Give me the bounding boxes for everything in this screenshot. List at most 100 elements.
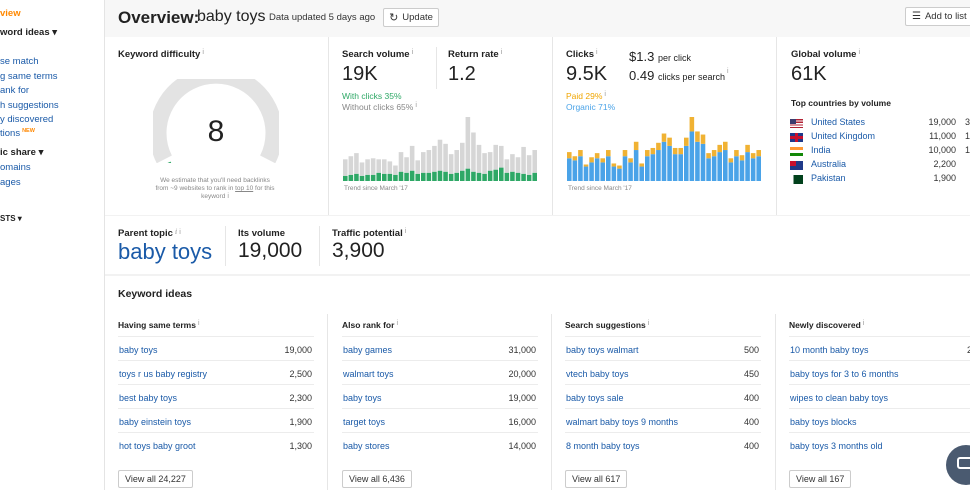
sidebar-head-keyword-ideas[interactable]: word ideas ▾	[0, 27, 57, 38]
volume-upper-bar[interactable]	[465, 117, 471, 169]
volume-upper-bar[interactable]	[421, 152, 426, 173]
keyword-link[interactable]: target toys	[343, 417, 386, 427]
sidebar-item-questions[interactable]: tions NEW	[0, 128, 35, 139]
clicks-lower-bar[interactable]	[572, 160, 578, 181]
keyword-link[interactable]: toys r us baby registry	[119, 369, 208, 379]
volume-upper-bar[interactable]	[415, 160, 420, 174]
clicks-upper-bar[interactable]	[661, 133, 667, 142]
keyword-link[interactable]: 8 month baby toys	[566, 441, 640, 451]
clicks-upper-bar[interactable]	[650, 147, 656, 155]
add-to-list-button[interactable]: ☰ Add to list	[905, 7, 970, 26]
volume-upper-bar[interactable]	[398, 152, 404, 172]
volume-upper-bar[interactable]	[387, 161, 393, 174]
volume-lower-bar[interactable]	[387, 173, 393, 181]
info-icon[interactable]: i	[404, 228, 407, 235]
volume-upper-bar[interactable]	[376, 159, 381, 173]
clicks-upper-bar[interactable]	[567, 152, 572, 159]
volume-lower-bar[interactable]	[482, 173, 487, 181]
clicks-upper-bar[interactable]	[723, 141, 728, 151]
clicks-lower-bar[interactable]	[728, 162, 734, 181]
volume-upper-bar[interactable]	[370, 158, 376, 175]
country-name[interactable]: United Kingdom	[811, 131, 876, 141]
clicks-upper-bar[interactable]	[706, 153, 711, 159]
view-all-button[interactable]: View all 617	[565, 470, 628, 488]
clicks-lower-bar[interactable]	[633, 150, 639, 181]
view-all-button[interactable]: View all 6,436	[342, 470, 412, 488]
clicks-lower-bar[interactable]	[600, 162, 605, 181]
volume-upper-bar[interactable]	[504, 159, 510, 173]
volume-lower-bar[interactable]	[404, 172, 409, 181]
clicks-upper-bar[interactable]	[622, 150, 628, 157]
clicks-lower-bar[interactable]	[717, 152, 722, 181]
clicks-lower-bar[interactable]	[695, 141, 700, 181]
keyword-link[interactable]: vtech baby toys	[566, 369, 629, 379]
view-all-button[interactable]: View all 167	[789, 470, 852, 488]
clicks-upper-bar[interactable]	[717, 144, 722, 153]
clicks-lower-bar[interactable]	[645, 156, 650, 181]
volume-lower-bar[interactable]	[487, 170, 493, 181]
clicks-upper-bar[interactable]	[645, 150, 650, 157]
sidebar-item-same-terms[interactable]: g same terms	[0, 71, 58, 82]
volume-lower-bar[interactable]	[448, 173, 454, 181]
clicks-lower-bar[interactable]	[606, 156, 611, 181]
volume-lower-bar[interactable]	[443, 171, 448, 181]
volume-upper-bar[interactable]	[460, 142, 465, 171]
keyword-link[interactable]: baby toys for 3 to 6 months	[790, 369, 899, 379]
sidebar-item-phrase-match[interactable]: se match	[0, 56, 39, 67]
volume-lower-bar[interactable]	[471, 171, 476, 181]
volume-lower-bar[interactable]	[526, 174, 532, 181]
volume-lower-bar[interactable]	[426, 172, 432, 181]
clicks-lower-bar[interactable]	[611, 166, 617, 181]
clicks-lower-bar[interactable]	[583, 166, 589, 181]
info-icon[interactable]: i	[500, 49, 503, 56]
clicks-upper-bar[interactable]	[617, 165, 622, 169]
volume-upper-bar[interactable]	[532, 150, 537, 173]
clicks-lower-bar[interactable]	[734, 156, 739, 181]
clicks-upper-bar[interactable]	[633, 141, 639, 151]
info-icon[interactable]: i	[227, 193, 229, 200]
keyword-link[interactable]: baby toys	[119, 345, 158, 355]
volume-upper-bar[interactable]	[348, 156, 354, 175]
volume-lower-bar[interactable]	[421, 172, 426, 181]
volume-upper-bar[interactable]	[493, 144, 498, 170]
volume-upper-bar[interactable]	[426, 150, 432, 173]
keyword-link[interactable]: baby games	[343, 345, 393, 355]
clicks-lower-bar[interactable]	[672, 154, 678, 181]
volume-upper-bar[interactable]	[515, 157, 521, 173]
clicks-upper-bar[interactable]	[678, 147, 683, 155]
volume-lower-bar[interactable]	[365, 174, 370, 181]
info-icon[interactable]: i	[396, 320, 398, 327]
clicks-upper-bar[interactable]	[695, 131, 700, 142]
clicks-upper-bar[interactable]	[656, 142, 661, 151]
clicks-lower-bar[interactable]	[684, 145, 689, 181]
country-name[interactable]: Pakistan	[811, 173, 846, 183]
sidebar-head-traffic-share[interactable]: ic share ▾	[0, 147, 43, 158]
volume-lower-bar[interactable]	[510, 171, 515, 181]
keyword-link[interactable]: best baby toys	[119, 393, 178, 403]
clicks-lower-bar[interactable]	[750, 158, 756, 181]
clicks-upper-bar[interactable]	[734, 150, 739, 157]
clicks-upper-bar[interactable]	[594, 153, 600, 159]
volume-lower-bar[interactable]	[454, 172, 459, 181]
volume-lower-bar[interactable]	[398, 171, 404, 181]
info-icon[interactable]: i	[647, 320, 650, 327]
volume-upper-bar[interactable]	[443, 143, 448, 172]
keyword-link[interactable]: hot toys baby groot	[119, 441, 196, 451]
clicks-upper-bar[interactable]	[728, 158, 734, 163]
info-icon[interactable]: i	[862, 320, 865, 327]
clicks-lower-bar[interactable]	[594, 158, 600, 181]
clicks-lower-bar[interactable]	[678, 154, 683, 181]
info-icon[interactable]: i	[726, 68, 729, 75]
volume-upper-bar[interactable]	[365, 159, 370, 175]
volume-lower-bar[interactable]	[504, 172, 510, 181]
volume-lower-bar[interactable]	[359, 175, 365, 181]
volume-lower-bar[interactable]	[437, 170, 443, 181]
clicks-lower-bar[interactable]	[650, 154, 656, 181]
clicks-upper-bar[interactable]	[756, 150, 761, 157]
sidebar-head-lists[interactable]: STS ▾	[0, 214, 22, 223]
clicks-upper-bar[interactable]	[639, 163, 644, 167]
volume-upper-bar[interactable]	[510, 154, 515, 172]
keyword-link[interactable]: walmart toys	[343, 369, 394, 379]
info-icon[interactable]: i	[202, 49, 204, 56]
clicks-upper-bar[interactable]	[672, 147, 678, 155]
